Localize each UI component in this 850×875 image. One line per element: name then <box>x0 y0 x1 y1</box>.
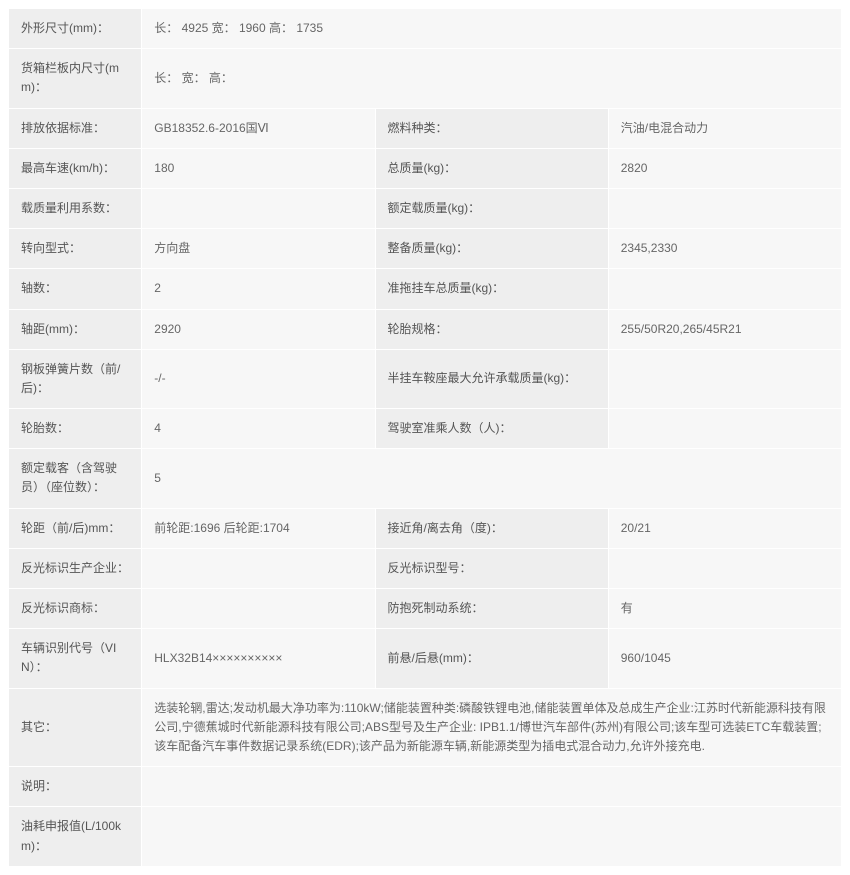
spec-label: 轮胎数： <box>9 409 142 449</box>
spec-label: 轮胎规格： <box>375 309 608 349</box>
spec-row: 其它：选装轮辋,雷达;发动机最大净功率为:110kW;储能装置种类:磷酸铁锂电池… <box>9 688 842 767</box>
spec-row: 额定载客（含驾驶员）（座位数）：5 <box>9 449 842 508</box>
spec-label: 反光标识生产企业： <box>9 548 142 588</box>
spec-label: 轴数： <box>9 269 142 309</box>
spec-value: 汽油/电混合动力 <box>608 108 841 148</box>
spec-row: 转向型式：方向盘整备质量(kg)：2345,2330 <box>9 229 842 269</box>
spec-row: 排放依据标准：GB18352.6-2016国Ⅵ燃料种类：汽油/电混合动力 <box>9 108 842 148</box>
spec-value: 2820 <box>608 148 841 188</box>
spec-label: 准拖挂车总质量(kg)： <box>375 269 608 309</box>
spec-value <box>608 548 841 588</box>
spec-label: 最高车速(km/h)： <box>9 148 142 188</box>
spec-value: 180 <box>142 148 375 188</box>
spec-value: 2920 <box>142 309 375 349</box>
spec-label: 外形尺寸(mm)： <box>9 9 142 49</box>
spec-value: 前轮距:1696 后轮距:1704 <box>142 508 375 548</box>
spec-label: 额定载质量(kg)： <box>375 188 608 228</box>
spec-row: 轮胎数：4驾驶室准乘人数（人)： <box>9 409 842 449</box>
spec-label: 整备质量(kg)： <box>375 229 608 269</box>
spec-value <box>142 807 842 866</box>
spec-label: 反光标识商标： <box>9 589 142 629</box>
spec-label: 防抱死制动系统： <box>375 589 608 629</box>
spec-row: 车辆识别代号（VIN）：HLX32B14××××××××××前悬/后悬(mm)：… <box>9 629 842 688</box>
spec-row: 载质量利用系数： 额定载质量(kg)： <box>9 188 842 228</box>
spec-value: GB18352.6-2016国Ⅵ <box>142 108 375 148</box>
spec-label: 排放依据标准： <box>9 108 142 148</box>
spec-value: 方向盘 <box>142 229 375 269</box>
spec-value: 2 <box>142 269 375 309</box>
spec-label: 其它： <box>9 688 142 767</box>
spec-row: 外形尺寸(mm)：长： 4925 宽： 1960 高： 1735 <box>9 9 842 49</box>
spec-value <box>608 269 841 309</box>
spec-value: 选装轮辋,雷达;发动机最大净功率为:110kW;储能装置种类:磷酸铁锂电池,储能… <box>142 688 842 767</box>
spec-label: 油耗申报值(L/100km)： <box>9 807 142 866</box>
spec-value <box>142 589 375 629</box>
spec-label: 钢板弹簧片数（前/后)： <box>9 349 142 408</box>
spec-value <box>142 188 375 228</box>
spec-value <box>608 409 841 449</box>
spec-label: 转向型式： <box>9 229 142 269</box>
spec-value: HLX32B14×××××××××× <box>142 629 375 688</box>
spec-row: 最高车速(km/h)：180总质量(kg)：2820 <box>9 148 842 188</box>
spec-label: 前悬/后悬(mm)： <box>375 629 608 688</box>
spec-value <box>608 188 841 228</box>
spec-value: 5 <box>142 449 842 508</box>
spec-row: 轮距（前/后)mm：前轮距:1696 后轮距:1704接近角/离去角（度)：20… <box>9 508 842 548</box>
spec-label: 接近角/离去角（度)： <box>375 508 608 548</box>
spec-label: 说明： <box>9 767 142 807</box>
spec-value: 4 <box>142 409 375 449</box>
spec-value: 长： 宽： 高： <box>142 49 842 108</box>
spec-value: 长： 4925 宽： 1960 高： 1735 <box>142 9 842 49</box>
spec-value: 2345,2330 <box>608 229 841 269</box>
spec-row: 轴数：2准拖挂车总质量(kg)： <box>9 269 842 309</box>
spec-row: 油耗申报值(L/100km)： <box>9 807 842 866</box>
spec-label: 轮距（前/后)mm： <box>9 508 142 548</box>
spec-label: 货箱栏板内尺寸(mm)： <box>9 49 142 108</box>
spec-value: -/- <box>142 349 375 408</box>
spec-value: 有 <box>608 589 841 629</box>
spec-label: 额定载客（含驾驶员）（座位数）： <box>9 449 142 508</box>
spec-label: 轴距(mm)： <box>9 309 142 349</box>
spec-label: 反光标识型号： <box>375 548 608 588</box>
spec-label: 总质量(kg)： <box>375 148 608 188</box>
spec-label: 燃料种类： <box>375 108 608 148</box>
spec-table: 外形尺寸(mm)：长： 4925 宽： 1960 高： 1735货箱栏板内尺寸(… <box>8 8 842 867</box>
spec-label: 驾驶室准乘人数（人)： <box>375 409 608 449</box>
spec-value: 20/21 <box>608 508 841 548</box>
spec-row: 轴距(mm)：2920轮胎规格：255/50R20,265/45R21 <box>9 309 842 349</box>
spec-row: 钢板弹簧片数（前/后)：-/-半挂车鞍座最大允许承载质量(kg)： <box>9 349 842 408</box>
spec-row: 反光标识商标： 防抱死制动系统：有 <box>9 589 842 629</box>
spec-label: 载质量利用系数： <box>9 188 142 228</box>
spec-row: 反光标识生产企业： 反光标识型号： <box>9 548 842 588</box>
spec-value: 255/50R20,265/45R21 <box>608 309 841 349</box>
spec-row: 说明： <box>9 767 842 807</box>
spec-value <box>142 548 375 588</box>
spec-value: 960/1045 <box>608 629 841 688</box>
spec-row: 货箱栏板内尺寸(mm)：长： 宽： 高： <box>9 49 842 108</box>
spec-value <box>608 349 841 408</box>
spec-value <box>142 767 842 807</box>
spec-label: 半挂车鞍座最大允许承载质量(kg)： <box>375 349 608 408</box>
spec-label: 车辆识别代号（VIN）： <box>9 629 142 688</box>
